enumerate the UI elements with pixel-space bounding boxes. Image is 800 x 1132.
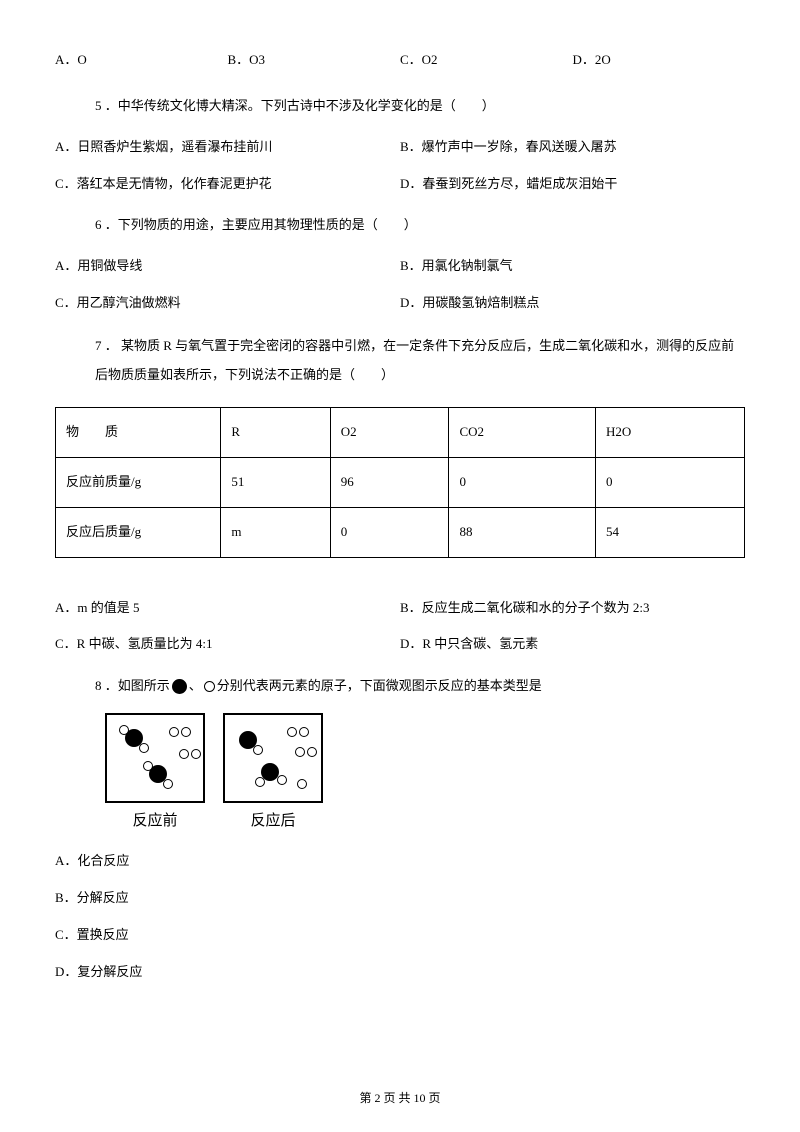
- white-atom-icon: [139, 743, 149, 753]
- opt-b: B．反应生成二氧化碳和水的分子个数为 2:3: [400, 598, 745, 619]
- before-cell: 反应前: [105, 713, 205, 833]
- opt-b: B．分解反应: [55, 888, 745, 909]
- cell: 96: [330, 457, 449, 507]
- q7-row2: C．R 中碳、氢质量比为 4:1 D．R 中只含碳、氢元素: [55, 634, 745, 655]
- opt-c: C．O2: [400, 50, 573, 71]
- opt-a: A．O: [55, 50, 228, 71]
- white-atom-icon: [307, 747, 317, 757]
- white-atom-icon: [297, 779, 307, 789]
- cell: O2: [330, 408, 449, 458]
- q8-options: A．化合反应 B．分解反应 C．置换反应 D．复分解反应: [55, 851, 745, 982]
- white-atom-icon: [181, 727, 191, 737]
- q8-diagram: 反应前 反应后: [105, 713, 745, 833]
- opt-d: D．用碳酸氢钠焙制糕点: [400, 293, 745, 314]
- opt-a: A．用铜做导线: [55, 256, 400, 277]
- table-row: 反应前质量/g 51 96 0 0: [56, 457, 745, 507]
- black-atom-icon: [172, 679, 187, 694]
- cell: 54: [596, 507, 745, 557]
- q6-stem: 6 ．下列物质的用途，主要应用其物理性质的是（ ）: [95, 212, 745, 238]
- opt-c: C．置换反应: [55, 925, 745, 946]
- opt-d: D．复分解反应: [55, 962, 745, 983]
- after-label: 反应后: [223, 809, 323, 833]
- q8-stem: 8 ．如图所示 、 分别代表两元素的原子，下面微观图示反应的基本类型是: [95, 673, 745, 699]
- before-box: [105, 713, 205, 803]
- q7-stem: 7 ． 某物质 R 与氧气置于完全密闭的容器中引燃，在一定条件下充分反应后，生成…: [95, 332, 745, 389]
- table-row: 反应后质量/g m 0 88 54: [56, 507, 745, 557]
- opt-a: A．日照香炉生紫烟，遥看瀑布挂前川: [55, 137, 400, 158]
- q5-stem: 5 ．中华传统文化博大精深。下列古诗中不涉及化学变化的是（ ）: [95, 93, 745, 119]
- white-atom-icon: [295, 747, 305, 757]
- q4-options: A．O B．O3 C．O2 D．2O: [55, 50, 745, 71]
- table-row: 物 质 R O2 CO2 H2O: [56, 408, 745, 458]
- q8-prefix: 8 ．如图所示: [95, 673, 170, 699]
- white-atom-icon: [163, 779, 173, 789]
- cell: 88: [449, 507, 596, 557]
- cell: 51: [221, 457, 330, 507]
- cell: R: [221, 408, 330, 458]
- white-atom-icon: [253, 745, 263, 755]
- opt-c: C．用乙醇汽油做燃料: [55, 293, 400, 314]
- q8-suffix: 分别代表两元素的原子，下面微观图示反应的基本类型是: [217, 673, 542, 699]
- opt-b: B．O3: [228, 50, 401, 71]
- q7-table: 物 质 R O2 CO2 H2O 反应前质量/g 51 96 0 0 反应后质量…: [55, 407, 745, 557]
- cell: 反应前质量/g: [56, 457, 221, 507]
- white-atom-icon: [169, 727, 179, 737]
- cell: 0: [330, 507, 449, 557]
- cell: 0: [449, 457, 596, 507]
- q5-row2: C．落红本是无情物，化作春泥更护花 D．春蚕到死丝方尽，蜡炬成灰泪始干: [55, 174, 745, 195]
- cell: H2O: [596, 408, 745, 458]
- cell: 反应后质量/g: [56, 507, 221, 557]
- q7-row1: A．m 的值是 5 B．反应生成二氧化碳和水的分子个数为 2:3: [55, 598, 745, 619]
- opt-d: D．2O: [573, 50, 746, 71]
- opt-a: A．化合反应: [55, 851, 745, 872]
- q6-row1: A．用铜做导线 B．用氯化钠制氯气: [55, 256, 745, 277]
- q8-mid: 、: [189, 673, 202, 699]
- white-atom-icon: [191, 749, 201, 759]
- cell: 物 质: [56, 408, 221, 458]
- opt-b: B．爆竹声中一岁除，春风送暖入屠苏: [400, 137, 745, 158]
- cell: m: [221, 507, 330, 557]
- white-atom-icon: [204, 681, 215, 692]
- q6-row2: C．用乙醇汽油做燃料 D．用碳酸氢钠焙制糕点: [55, 293, 745, 314]
- opt-d: D．R 中只含碳、氢元素: [400, 634, 745, 655]
- opt-b: B．用氯化钠制氯气: [400, 256, 745, 277]
- white-atom-icon: [255, 777, 265, 787]
- opt-c: C．落红本是无情物，化作春泥更护花: [55, 174, 400, 195]
- after-box: [223, 713, 323, 803]
- before-label: 反应前: [105, 809, 205, 833]
- white-atom-icon: [277, 775, 287, 785]
- white-atom-icon: [287, 727, 297, 737]
- white-atom-icon: [179, 749, 189, 759]
- cell: CO2: [449, 408, 596, 458]
- after-cell: 反应后: [223, 713, 323, 833]
- cell: 0: [596, 457, 745, 507]
- opt-a: A．m 的值是 5: [55, 598, 400, 619]
- white-atom-icon: [299, 727, 309, 737]
- q5-row1: A．日照香炉生紫烟，遥看瀑布挂前川 B．爆竹声中一岁除，春风送暖入屠苏: [55, 137, 745, 158]
- opt-c: C．R 中碳、氢质量比为 4:1: [55, 634, 400, 655]
- opt-d: D．春蚕到死丝方尽，蜡炬成灰泪始干: [400, 174, 745, 195]
- page-footer: 第 2 页 共 10 页: [0, 1089, 800, 1108]
